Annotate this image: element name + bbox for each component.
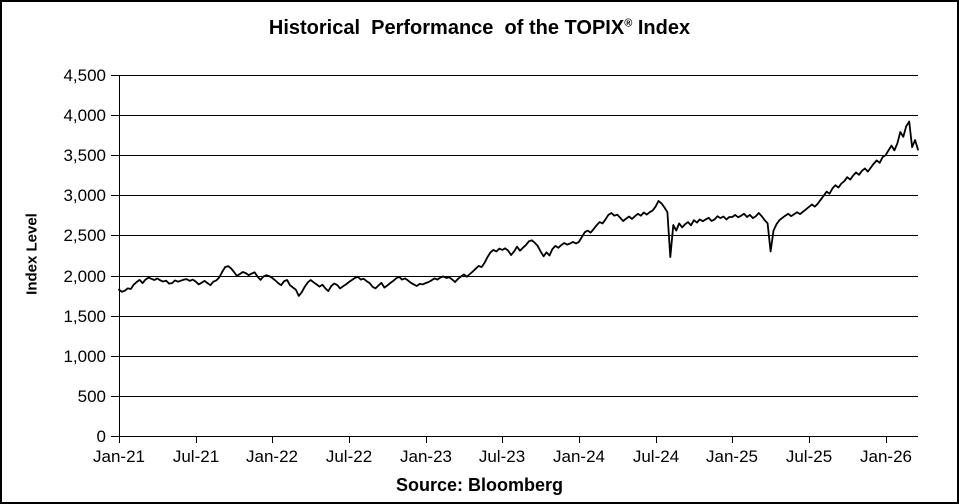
y-tick-labels: 0 500 1,000 1,500 2,000 2,500 3,000 3,500 4,000 4… [63,66,106,446]
svg-text:Jan-23: Jan-23 [400,447,452,466]
svg-text:4,500: 4,500 [63,66,106,85]
svg-text:0: 0 [97,427,106,446]
svg-text:Jan-25: Jan-25 [706,447,758,466]
x-tick-labels: Jan-21 Jul-21 Jan-22 Jul-22 Jan-23 Jul-23 Jan-… [93,447,912,466]
svg-text:Jan-24: Jan-24 [553,447,605,466]
svg-text:2,000: 2,000 [63,267,106,286]
chart-title-pre: Historical Performance of the TOPIX [268,17,625,39]
svg-text:1,000: 1,000 [63,347,106,366]
chart-title: Historical Performance of the TOPIX® Ind… [2,17,957,40]
svg-text:Jul-24: Jul-24 [633,447,679,466]
svg-text:Jul-21: Jul-21 [173,447,219,466]
chart-title-post: Index [632,17,691,39]
svg-text:1,500: 1,500 [63,307,106,326]
svg-text:4,000: 4,000 [63,106,106,125]
svg-text:Jan-21: Jan-21 [93,447,145,466]
svg-text:500: 500 [78,387,106,406]
svg-text:Jan-22: Jan-22 [246,447,298,466]
svg-text:Jul-23: Jul-23 [479,447,525,466]
y-axis-title: Index Level [23,213,41,295]
topix-series-line [118,120,919,297]
svg-text:Jul-25: Jul-25 [786,447,832,466]
source-caption: Source: Bloomberg [395,475,564,495]
y-gridlines [119,75,918,437]
axis-lines [119,75,918,437]
svg-text:3,000: 3,000 [63,186,106,205]
svg-text:Jan-26: Jan-26 [860,447,912,466]
svg-text:Jul-22: Jul-22 [326,447,372,466]
svg-text:3,500: 3,500 [63,146,106,165]
registered-trademark-symbol: ® [624,17,633,30]
axis-ticks [111,75,887,443]
svg-text:2,500: 2,500 [63,226,106,245]
